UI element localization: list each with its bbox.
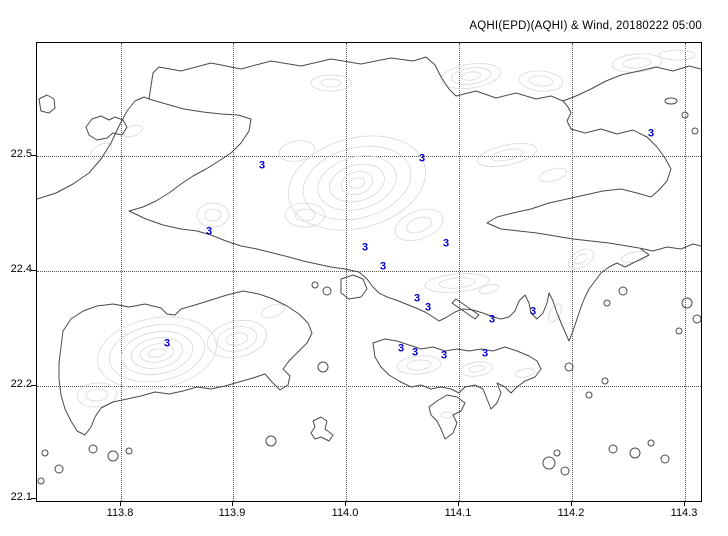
islet	[88, 444, 98, 454]
island-cheung-chau	[310, 416, 334, 442]
aqhi-station-value: 3	[205, 225, 213, 238]
islet	[618, 286, 628, 296]
kai-tak-runway	[451, 298, 480, 320]
y-tick-mark	[31, 498, 36, 499]
islet	[560, 466, 570, 476]
island-peng-chau	[322, 286, 332, 296]
islet	[54, 464, 64, 474]
x-tick-mark	[345, 501, 346, 506]
aqhi-station-value: 3	[411, 346, 419, 359]
coastlines	[37, 56, 701, 485]
x-tick-label: 114.3	[670, 507, 698, 519]
aqhi-station-value: 3	[481, 347, 489, 360]
aqhi-station-value: 3	[361, 241, 369, 254]
island-top-left-2	[85, 115, 128, 141]
grid-layer	[37, 43, 701, 501]
x-tick-mark	[458, 501, 459, 506]
islet	[660, 454, 670, 464]
plot-title: AQHI(EPD)(AQHI) & Wind, 20180222 05:00	[469, 20, 702, 32]
x-gridline	[233, 43, 234, 501]
aqhi-station-value: 3	[424, 301, 432, 314]
y-tick-label: 22.4	[10, 263, 32, 275]
x-tick-label: 114.0	[331, 507, 359, 519]
y-gridline	[37, 156, 701, 157]
x-gridline	[121, 43, 122, 501]
island-hei-ling-chau	[317, 361, 329, 373]
aqhi-station-value: 3	[647, 127, 655, 140]
aqhi-station-value: 3	[397, 342, 405, 355]
x-tick-label: 113.9	[218, 507, 246, 519]
island-shek-kwu-chau	[265, 435, 277, 447]
coastline-new-territories-kowloon	[128, 98, 650, 342]
island-tung-lung	[564, 362, 574, 372]
aqhi-station-value: 3	[488, 313, 496, 326]
coastline-shenzhen	[37, 56, 701, 200]
terrain-contours	[76, 49, 696, 419]
island-top-left-1	[38, 94, 56, 114]
islet	[585, 391, 593, 399]
y-tick-mark	[31, 155, 36, 156]
x-gridline	[685, 43, 686, 501]
aqhi-station-value: 3	[418, 152, 426, 165]
islet	[125, 447, 133, 455]
islet	[675, 327, 683, 335]
x-tick-label: 113.8	[106, 507, 134, 519]
island-ma-wan	[311, 281, 319, 289]
island-mirs-bay	[664, 97, 678, 105]
aqhi-station-value: 3	[440, 349, 448, 362]
islet	[692, 314, 701, 324]
y-tick-mark	[31, 270, 36, 271]
islet	[107, 450, 119, 462]
y-gridline	[37, 386, 701, 387]
islet	[681, 111, 689, 119]
x-gridline	[572, 43, 573, 501]
x-gridline	[459, 43, 460, 501]
aqhi-station-value: 3	[258, 159, 266, 172]
aqhi-station-value: 3	[413, 292, 421, 305]
x-tick-label: 114.1	[444, 507, 472, 519]
island-hong-kong	[372, 338, 542, 410]
x-tick-mark	[571, 501, 572, 506]
islet	[681, 297, 693, 309]
y-tick-label: 22.5	[10, 148, 32, 160]
aqhi-station-value: 3	[529, 305, 537, 318]
islet	[647, 439, 655, 447]
x-tick-label: 114.2	[557, 507, 585, 519]
aqhi-station-value: 3	[163, 337, 171, 350]
islet	[37, 477, 45, 485]
islet	[601, 377, 609, 385]
island-lamma	[428, 394, 466, 440]
islet	[691, 127, 699, 135]
y-tick-label: 22.1	[10, 491, 32, 503]
islet	[603, 299, 611, 307]
islet	[608, 444, 618, 454]
x-tick-mark	[120, 501, 121, 506]
aqhi-station-value: 3	[442, 237, 450, 250]
hong-kong-map	[37, 49, 701, 485]
x-tick-mark	[684, 501, 685, 506]
y-gridline	[37, 271, 701, 272]
y-tick-mark	[31, 385, 36, 386]
x-gridline	[346, 43, 347, 501]
island-tsing-yi	[340, 274, 368, 300]
islet	[553, 449, 561, 457]
islet	[629, 447, 641, 459]
island-lantau	[58, 290, 313, 436]
aqhi-station-value: 3	[379, 260, 387, 273]
x-tick-mark	[232, 501, 233, 506]
island-po-toi	[542, 456, 556, 470]
islet	[41, 449, 49, 457]
coastline-northeast-tolo	[486, 100, 701, 252]
y-tick-label: 22.2	[10, 378, 32, 390]
